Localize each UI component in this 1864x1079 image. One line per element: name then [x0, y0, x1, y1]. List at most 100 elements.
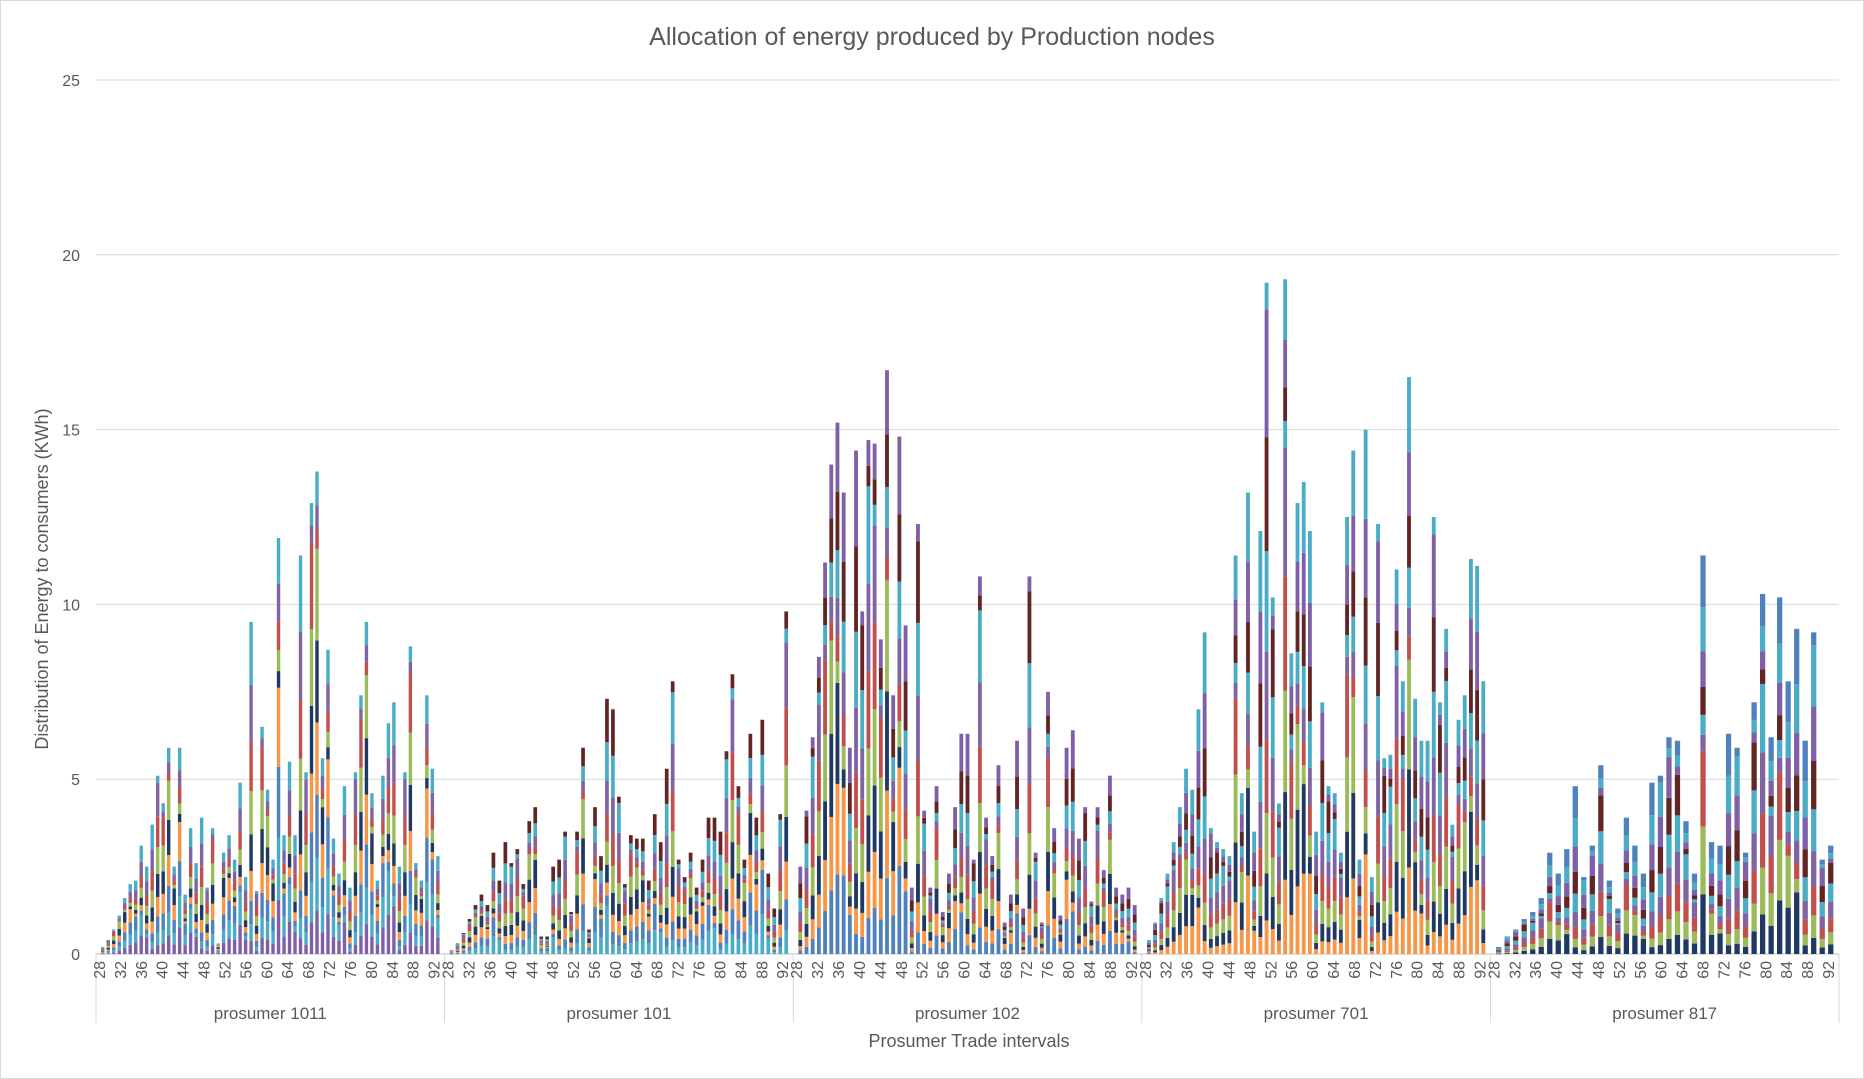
bar-segment: [1270, 757, 1275, 812]
bar-segment: [1002, 936, 1007, 938]
bar-segment: [320, 807, 325, 845]
bar-segment: [461, 945, 466, 949]
bar-segment: [664, 835, 669, 864]
bar-segment: [1759, 752, 1766, 814]
bar-segment: [928, 932, 933, 941]
bar-segment: [381, 818, 385, 835]
bar-segment: [934, 786, 939, 802]
bar-segment: [1431, 901, 1436, 933]
bar-segment: [1819, 928, 1825, 939]
bar-segment: [700, 859, 705, 872]
bar-segment: [392, 702, 396, 746]
bar-segment: [364, 645, 369, 662]
bar-segment: [503, 949, 508, 954]
bar-segment: [878, 667, 883, 690]
bar-segment: [1089, 901, 1094, 905]
bar-segment: [298, 810, 303, 855]
bar-segment: [847, 914, 852, 954]
bar-segment: [736, 806, 741, 814]
bar-segment: [1623, 884, 1630, 911]
bar-segment: [810, 834, 815, 868]
bar-segment: [320, 799, 325, 808]
bar-segment: [134, 880, 138, 891]
bar-segment: [1555, 925, 1561, 941]
bar-segment: [706, 883, 711, 893]
bar-segment: [491, 852, 496, 868]
bar-segment: [1351, 616, 1356, 652]
bar-segment: [123, 932, 127, 941]
bar-segment: [1326, 942, 1331, 954]
bar-segment: [629, 943, 633, 954]
bar-segment: [605, 841, 609, 865]
bar-segment: [688, 868, 693, 874]
bar-segment: [1196, 846, 1201, 869]
bar-segment: [1052, 873, 1057, 898]
bar-segment: [587, 937, 591, 939]
bar-segment: [315, 794, 319, 858]
bar-segment: [1177, 887, 1182, 913]
bar-segment: [1363, 518, 1368, 598]
bar-segment: [430, 829, 435, 843]
bar-segment: [106, 947, 110, 950]
bar-segment: [664, 937, 669, 947]
bar-segment: [646, 898, 651, 905]
bar-segment: [1108, 873, 1112, 905]
bar-segment: [623, 884, 627, 888]
bar-segment: [599, 870, 603, 884]
bar-segment: [847, 896, 852, 907]
bar-segment: [940, 925, 945, 928]
bar-segment: [1407, 515, 1411, 568]
bar-segment: [977, 682, 982, 747]
bar-segment: [1538, 938, 1544, 947]
bar-segment: [1095, 858, 1100, 884]
bar-segment: [1083, 936, 1088, 947]
bar-segment: [1538, 898, 1544, 905]
bar-segment: [1221, 933, 1226, 945]
bar-segment: [515, 912, 520, 926]
bar-segment: [1456, 848, 1461, 889]
bar-segment: [847, 906, 852, 915]
bar-segment: [629, 849, 633, 855]
bar-segment: [381, 847, 385, 856]
bar-segment: [425, 723, 429, 748]
bar-segment: [916, 932, 920, 954]
bar-segment: [1052, 862, 1057, 869]
bar-segment: [1320, 712, 1325, 761]
bar-segment: [1171, 941, 1176, 954]
bar-segment: [1683, 821, 1689, 834]
bar-segment: [1734, 929, 1740, 944]
bar-segment: [320, 789, 325, 800]
bar-segment: [1725, 898, 1732, 919]
bar-segment: [1462, 780, 1467, 799]
bar-segment: [587, 942, 591, 948]
bar-segment: [1196, 787, 1201, 820]
bar-segment: [364, 621, 369, 646]
bar-segment: [1538, 915, 1544, 919]
bar-segment: [298, 890, 303, 919]
bar-segment: [1717, 916, 1723, 924]
bar-segment: [188, 828, 193, 848]
bar-segment: [1165, 946, 1170, 954]
bar-segment: [557, 907, 561, 921]
bar-segment: [778, 909, 783, 925]
bar-segment: [1649, 892, 1655, 912]
bar-segment: [436, 883, 440, 895]
bar-segment: [320, 844, 325, 878]
bar-segment: [1132, 952, 1137, 954]
bar-segment: [359, 708, 363, 719]
bar-segment: [823, 801, 827, 861]
bar-segment: [515, 896, 520, 913]
bar-segment: [953, 829, 958, 849]
bar-segment: [623, 942, 627, 950]
bar-segment: [521, 930, 526, 941]
bar-segment: [271, 874, 275, 880]
bar-segment: [934, 828, 939, 861]
bar-segment: [1177, 807, 1182, 824]
bar-segment: [984, 888, 988, 909]
bar-segment: [1425, 877, 1430, 901]
bar-segment: [337, 925, 341, 941]
bar-segment: [123, 922, 127, 933]
bar-segment: [1338, 852, 1343, 862]
bar-segment: [188, 863, 193, 878]
bar-segment: [772, 924, 777, 932]
